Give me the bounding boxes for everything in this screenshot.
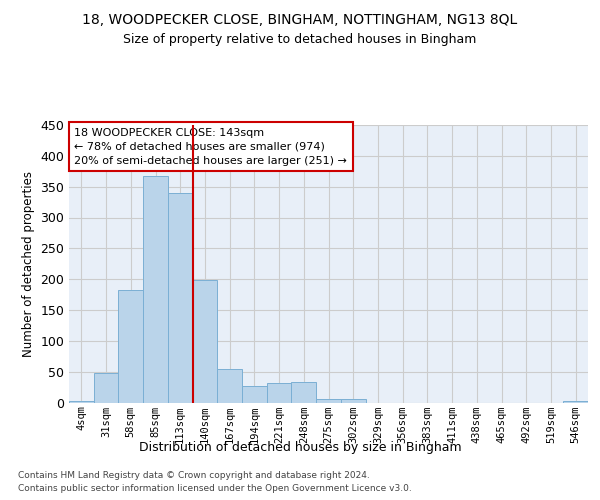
Bar <box>94 373 118 402</box>
Text: 18 WOODPECKER CLOSE: 143sqm
← 78% of detached houses are smaller (974)
20% of se: 18 WOODPECKER CLOSE: 143sqm ← 78% of det… <box>74 128 347 166</box>
Bar <box>118 290 143 403</box>
Text: Contains HM Land Registry data © Crown copyright and database right 2024.: Contains HM Land Registry data © Crown c… <box>18 471 370 480</box>
Bar <box>69 400 94 402</box>
Y-axis label: Number of detached properties: Number of detached properties <box>22 171 35 357</box>
Text: Size of property relative to detached houses in Bingham: Size of property relative to detached ho… <box>124 32 476 46</box>
Bar <box>316 399 341 402</box>
Bar <box>193 280 217 402</box>
Bar <box>143 176 168 402</box>
Bar <box>292 382 316 402</box>
Bar <box>242 386 267 402</box>
Bar <box>168 193 193 402</box>
Bar <box>563 400 588 402</box>
Text: Distribution of detached houses by size in Bingham: Distribution of detached houses by size … <box>139 441 461 454</box>
Text: Contains public sector information licensed under the Open Government Licence v3: Contains public sector information licen… <box>18 484 412 493</box>
Bar <box>341 399 365 402</box>
Text: 18, WOODPECKER CLOSE, BINGHAM, NOTTINGHAM, NG13 8QL: 18, WOODPECKER CLOSE, BINGHAM, NOTTINGHA… <box>82 12 518 26</box>
Bar <box>217 369 242 402</box>
Bar <box>267 383 292 402</box>
